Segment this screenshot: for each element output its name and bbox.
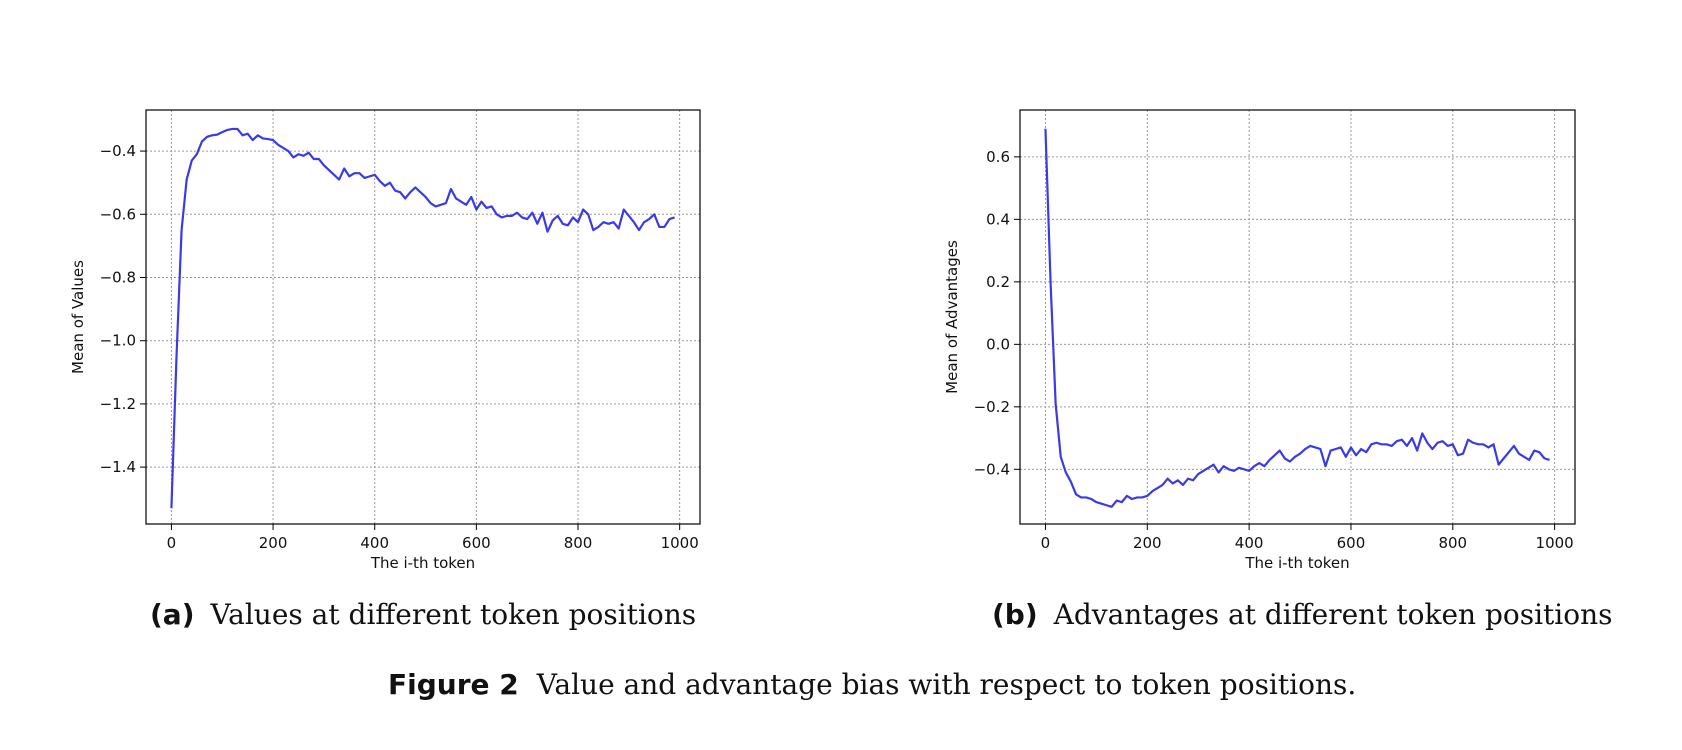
x-tick-label: 0 <box>1041 534 1051 552</box>
panel-caption-b: (b) Advantages at different token positio… <box>992 598 1613 631</box>
y-tick-label: −0.4 <box>974 460 1010 478</box>
y-tick-label: −0.4 <box>100 142 136 160</box>
series-line-0 <box>1044 128 1550 508</box>
x-axis-label: The i-th token <box>1244 554 1349 572</box>
y-tick-label: 0.6 <box>986 148 1010 166</box>
x-tick-label: 400 <box>1235 534 1264 552</box>
y-tick-label: −1.4 <box>100 458 136 476</box>
panel-caption-text-b: Advantages at different token positions <box>1053 598 1613 631</box>
chart-values: 0 200 400 600 800 1000 −1.4 −1.2 −1.0 −0.8 −0.6 −0.… <box>69 109 701 572</box>
panel-label-b: (b) <box>992 598 1038 631</box>
y-tick-label: 0.0 <box>986 335 1010 353</box>
y-tick-label: −0.8 <box>100 268 136 286</box>
panel-label-a: (a) <box>150 598 195 631</box>
y-axis-label: Mean of Values <box>69 260 87 374</box>
y-tick-label: −0.6 <box>100 205 136 223</box>
y-tick-label: 0.4 <box>986 210 1010 228</box>
plot-frame <box>1019 109 1576 525</box>
x-tick-label: 600 <box>1337 534 1366 552</box>
x-tick-label: 800 <box>564 534 593 552</box>
x-tick-label: 800 <box>1438 534 1467 552</box>
figure-caption: Figure 2 Value and advantage bias with re… <box>388 668 1356 701</box>
y-axis-label: Mean of Advantages <box>943 240 961 394</box>
figure-canvas: 0 200 400 600 800 1000 −1.4 −1.2 −1.0 −0.8 −0.6 −0.… <box>69 109 1576 572</box>
figure-label: Figure 2 <box>388 668 519 701</box>
figure-caption-text: Value and advantage bias with respect to… <box>536 668 1357 701</box>
y-tick-label: −0.2 <box>974 398 1010 416</box>
x-tick-label: 0 <box>167 534 177 552</box>
x-tick-label: 1000 <box>661 534 699 552</box>
chart-advantages: 0 200 400 600 800 1000 −0.4 −0.2 0.0 0.2 0.4 0.6 The… <box>943 109 1576 572</box>
x-tick-label: 400 <box>360 534 389 552</box>
y-tick-label: −1.2 <box>100 395 136 413</box>
x-tick-label: 200 <box>1133 534 1162 552</box>
panel-caption-text-a: Values at different token positions <box>210 598 697 631</box>
x-tick-label: 200 <box>259 534 288 552</box>
x-tick-label: 600 <box>462 534 491 552</box>
series-line-0 <box>170 127 675 509</box>
x-axis-label: The i-th token <box>370 554 475 572</box>
plot-frame <box>145 109 701 525</box>
x-tick-label: 1000 <box>1536 534 1574 552</box>
panel-caption-a: (a) Values at different token positions <box>150 598 696 631</box>
y-tick-label: −1.0 <box>100 332 136 350</box>
y-tick-label: 0.2 <box>986 273 1010 291</box>
